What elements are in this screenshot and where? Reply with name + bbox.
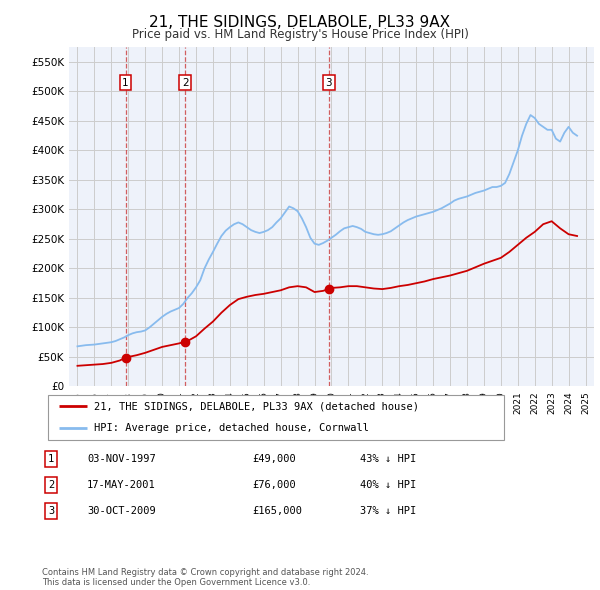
Text: 17-MAY-2001: 17-MAY-2001 [87, 480, 156, 490]
Text: 30-OCT-2009: 30-OCT-2009 [87, 506, 156, 516]
Text: 03-NOV-1997: 03-NOV-1997 [87, 454, 156, 464]
Text: £165,000: £165,000 [252, 506, 302, 516]
Text: Contains HM Land Registry data © Crown copyright and database right 2024.
This d: Contains HM Land Registry data © Crown c… [42, 568, 368, 587]
Text: 1: 1 [122, 78, 129, 88]
Text: HPI: Average price, detached house, Cornwall: HPI: Average price, detached house, Corn… [94, 424, 368, 434]
Text: 2: 2 [182, 78, 188, 88]
Text: 3: 3 [48, 506, 54, 516]
Text: 37% ↓ HPI: 37% ↓ HPI [360, 506, 416, 516]
Text: Price paid vs. HM Land Registry's House Price Index (HPI): Price paid vs. HM Land Registry's House … [131, 28, 469, 41]
Text: 1: 1 [48, 454, 54, 464]
Text: 21, THE SIDINGS, DELABOLE, PL33 9AX: 21, THE SIDINGS, DELABOLE, PL33 9AX [149, 15, 451, 30]
Text: 40% ↓ HPI: 40% ↓ HPI [360, 480, 416, 490]
Text: £76,000: £76,000 [252, 480, 296, 490]
FancyBboxPatch shape [48, 395, 504, 440]
Text: 2: 2 [48, 480, 54, 490]
Text: 21, THE SIDINGS, DELABOLE, PL33 9AX (detached house): 21, THE SIDINGS, DELABOLE, PL33 9AX (det… [94, 401, 419, 411]
Text: 3: 3 [325, 78, 332, 88]
Text: £49,000: £49,000 [252, 454, 296, 464]
Text: 43% ↓ HPI: 43% ↓ HPI [360, 454, 416, 464]
